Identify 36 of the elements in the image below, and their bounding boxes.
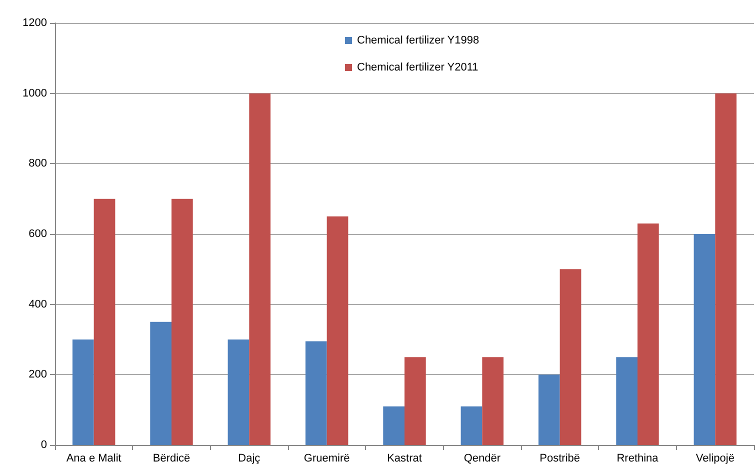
bar bbox=[404, 357, 426, 445]
x-tick-label: Kastrat bbox=[387, 452, 422, 464]
bar bbox=[72, 340, 94, 445]
y-tick-label: 400 bbox=[28, 298, 47, 310]
bar bbox=[150, 322, 172, 445]
bar bbox=[715, 93, 737, 445]
bar bbox=[560, 269, 582, 445]
bar bbox=[305, 341, 327, 445]
bar bbox=[482, 357, 504, 445]
legend-label: Chemical fertilizer Y2011 bbox=[357, 62, 478, 74]
y-tick-label: 800 bbox=[28, 158, 47, 170]
bar bbox=[228, 340, 250, 445]
bar bbox=[249, 93, 271, 445]
y-tick-label: 1000 bbox=[22, 87, 47, 100]
bar bbox=[94, 198, 116, 445]
x-tick-label: Rrethina bbox=[616, 452, 660, 464]
bar bbox=[326, 216, 348, 445]
x-tick-label: Postribë bbox=[540, 452, 580, 464]
bar bbox=[616, 357, 638, 445]
y-tick-label: 600 bbox=[28, 228, 47, 240]
x-tick-label: Ana e Malit bbox=[66, 452, 122, 464]
bar bbox=[694, 234, 716, 445]
bar bbox=[460, 406, 482, 445]
legend-label: Chemical fertilizer Y1998 bbox=[357, 34, 480, 46]
bar bbox=[538, 374, 560, 445]
bar bbox=[638, 223, 659, 445]
bar bbox=[172, 198, 193, 445]
x-tick-label: Velipojë bbox=[696, 452, 734, 464]
bar bbox=[383, 406, 404, 445]
y-tick-label: 0 bbox=[40, 439, 47, 451]
x-tick-label: Dajç bbox=[238, 452, 261, 464]
x-tick-label: Qendër bbox=[464, 452, 501, 464]
y-tick-label: 1200 bbox=[22, 17, 47, 29]
x-tick-label: Bërdicë bbox=[152, 452, 190, 464]
x-tick-label: Gruemirë bbox=[304, 452, 350, 464]
y-tick-label: 200 bbox=[28, 368, 47, 381]
